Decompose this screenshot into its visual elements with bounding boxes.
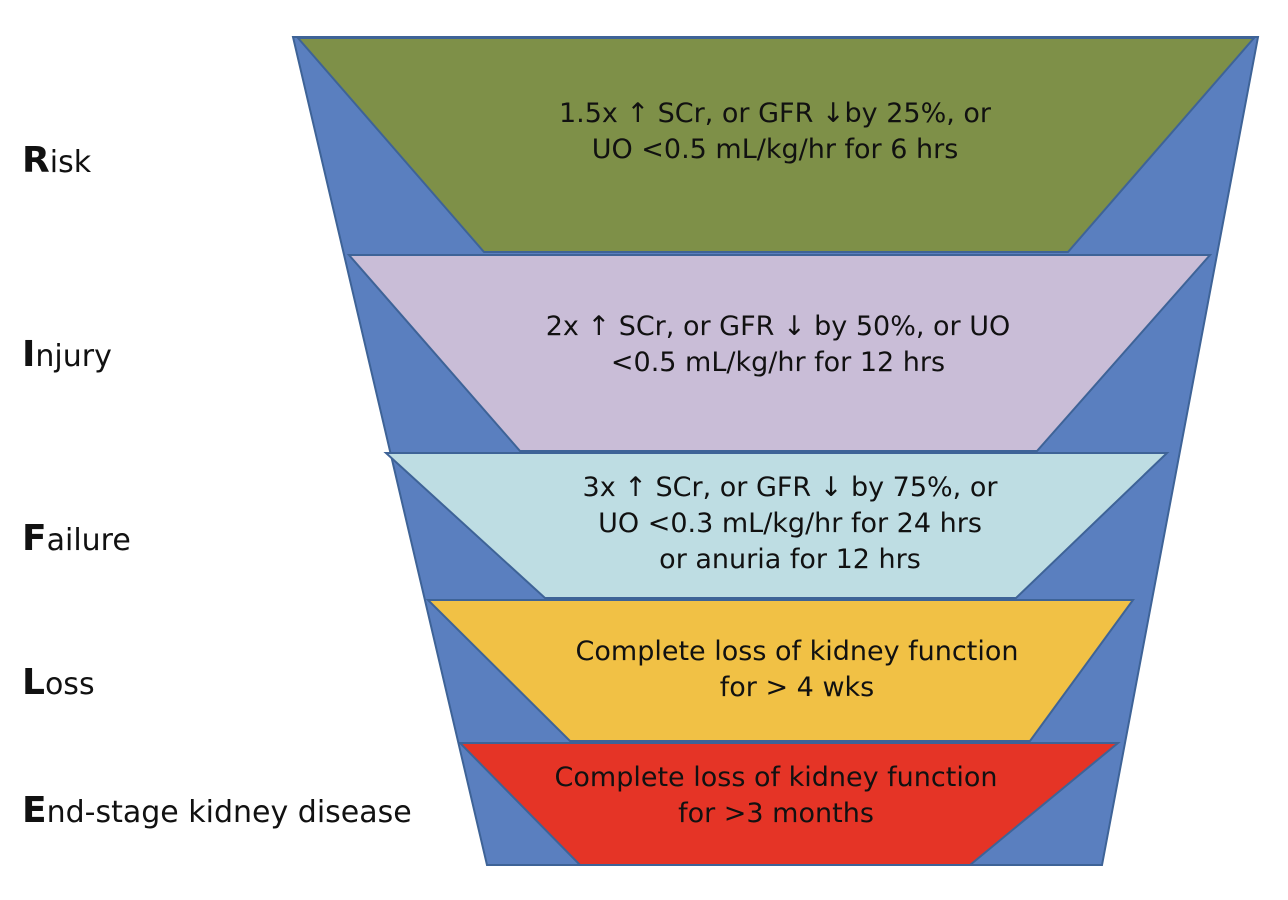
criteria-line: UO <0.5 mL/kg/hr for 6 hrs [591,134,959,165]
criteria-line: Complete loss of kidney function [554,762,998,793]
criteria-line: <0.5 mL/kg/hr for 12 hrs [610,347,946,378]
criteria-injury: 2x ↑ SCr, or GFR ↓ by 50%, or UO <0.5 mL… [478,309,1078,381]
criteria-line: Complete loss of kidney function [575,636,1019,667]
criteria-esrd: Complete loss of kidney function for >3 … [476,760,1076,832]
stage-name-rest: ailure [46,523,131,558]
criteria-line: 2x ↑ SCr, or GFR ↓ by 50%, or UO [545,311,1011,342]
stage-label-loss: Loss [22,662,95,703]
criteria-line: 3x ↑ SCr, or GFR ↓ by 75%, or [582,472,998,503]
band-failure [383,452,1170,599]
band-esrd [457,742,1121,866]
stage-initial: F [22,518,47,559]
stage-initial: E [22,790,47,831]
criteria-failure: 3x ↑ SCr, or GFR ↓ by 75%, or UO <0.3 mL… [490,470,1090,578]
stage-name-rest: njury [35,339,112,374]
stage-initial: I [22,334,36,375]
stage-name-rest: isk [49,145,92,180]
criteria-line: 1.5x ↑ SCr, or GFR ↓by 25%, or [558,98,992,129]
criteria-line: for > 4 wks [719,672,875,703]
stage-initial: R [22,140,50,181]
criteria-risk: 1.5x ↑ SCr, or GFR ↓by 25%, or UO <0.5 m… [475,96,1075,168]
stage-label-failure: Failure [22,518,131,559]
stage-label-risk: Risk [22,140,91,181]
band-loss [425,599,1135,742]
criteria-line: or anuria for 12 hrs [659,544,921,575]
criteria-line: for >3 months [678,798,874,829]
band-injury [346,254,1213,452]
stage-name-rest: nd-stage kidney disease [46,795,412,830]
criteria-line: UO <0.3 mL/kg/hr for 24 hrs [598,508,982,539]
stage-name-rest: oss [44,667,95,702]
stage-label-esrd: End-stage kidney disease [22,790,412,831]
stage-initial: L [22,662,45,703]
criteria-loss: Complete loss of kidney function for > 4… [497,634,1097,706]
band-risk [295,37,1257,253]
stage-label-injury: Injury [22,334,112,375]
